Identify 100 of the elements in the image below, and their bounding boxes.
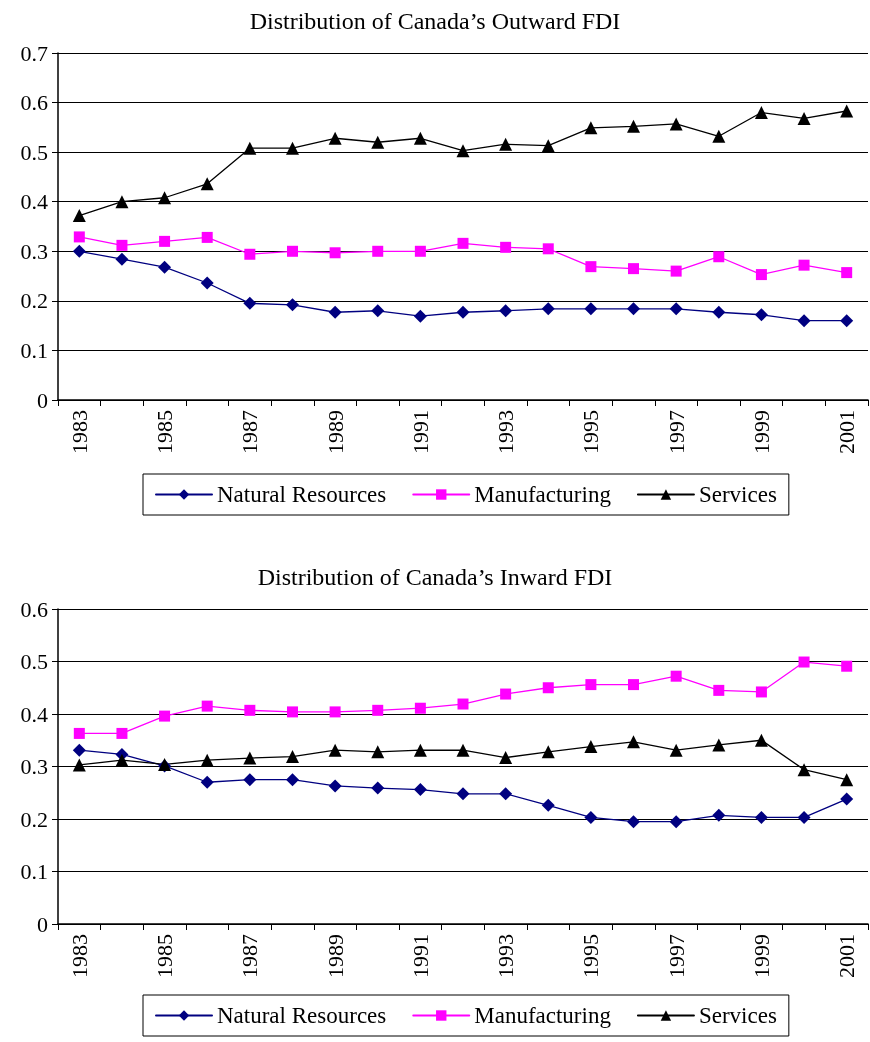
point: [456, 305, 470, 319]
x-tick-label: 1995: [578, 934, 604, 978]
point: [159, 710, 171, 722]
point: [499, 304, 513, 318]
point: [841, 267, 853, 279]
point: [456, 144, 470, 158]
point: [243, 773, 257, 787]
point: [712, 129, 726, 143]
point: [72, 209, 86, 223]
point: [328, 131, 342, 145]
point: [371, 745, 385, 759]
x-tick-label: 1993: [493, 410, 519, 454]
point: [413, 309, 427, 323]
point: [457, 698, 469, 710]
y-tick-label: 0.6: [20, 90, 48, 116]
x-tick-label: 1985: [152, 934, 178, 978]
point: [159, 235, 171, 247]
y-tick-label: 0.5: [20, 139, 48, 165]
x-tick-label: 1995: [578, 410, 604, 454]
point: [328, 305, 342, 319]
point: [116, 727, 128, 739]
point: [541, 302, 555, 316]
y-tick-label: 0.5: [20, 649, 48, 674]
legend-label: Natural Resources: [217, 482, 387, 507]
point: [73, 231, 85, 243]
point: [713, 684, 725, 696]
point: [755, 269, 767, 281]
point: [285, 773, 299, 787]
y-tick-label: 0.2: [20, 806, 48, 832]
y-tick-label: 0.3: [20, 754, 48, 779]
point: [414, 245, 426, 257]
point: [628, 263, 640, 275]
point: [243, 296, 257, 310]
legend-label: Manufacturing: [474, 1003, 612, 1028]
point: [797, 810, 811, 824]
point: [285, 298, 299, 312]
y-tick-label: 0: [37, 387, 48, 413]
point: [200, 276, 214, 290]
x-tick-label: 1989: [322, 934, 348, 978]
y-tick-label: 0.4: [20, 701, 48, 727]
point: [72, 244, 86, 258]
point: [286, 245, 298, 257]
point: [243, 751, 257, 765]
point: [669, 815, 683, 829]
point: [669, 743, 683, 757]
point: [499, 137, 513, 151]
y-tick-label: 0.2: [20, 288, 48, 314]
point: [200, 753, 214, 767]
x-tick-label: 1987: [237, 410, 263, 454]
y-tick-label: 0.7: [20, 40, 48, 66]
point: [500, 241, 512, 253]
legend-label: Manufacturing: [474, 482, 612, 507]
point: [670, 265, 682, 277]
point: [585, 261, 597, 273]
point: [413, 131, 427, 145]
point: [285, 141, 299, 155]
x-tick-label: 1999: [748, 410, 774, 454]
x-tick-label: 1987: [237, 934, 263, 978]
point: [329, 247, 341, 259]
x-tick-label: 1997: [663, 934, 689, 978]
point: [669, 302, 683, 316]
y-tick-label: 0.6: [20, 596, 48, 622]
point: [371, 135, 385, 149]
point: [158, 260, 172, 274]
point: [755, 686, 767, 698]
point: [372, 704, 384, 716]
point: [371, 304, 385, 318]
point: [797, 111, 811, 125]
point: [158, 191, 172, 205]
legend-label: Services: [698, 1003, 777, 1028]
y-tick-label: 0.3: [20, 238, 48, 264]
x-tick-label: 1997: [663, 410, 689, 454]
point: [797, 314, 811, 328]
point: [712, 305, 726, 319]
legend-label: Services: [698, 482, 777, 507]
point: [244, 248, 256, 260]
x-tick-label: 1991: [407, 934, 433, 978]
point: [285, 750, 299, 764]
point: [669, 117, 683, 131]
point: [456, 743, 470, 757]
point: [840, 773, 854, 787]
point: [499, 751, 513, 765]
point: [201, 700, 213, 712]
point: [115, 252, 129, 266]
point: [798, 656, 810, 668]
point: [286, 706, 298, 718]
point: [115, 195, 129, 209]
x-tick-label: 2001: [834, 934, 860, 978]
point: [627, 302, 641, 316]
point: [754, 308, 768, 322]
chart-title: Distribution of Canada’s Outward FDI: [249, 8, 621, 34]
point: [73, 727, 85, 739]
point: [328, 743, 342, 757]
point: [754, 105, 768, 119]
point: [200, 775, 214, 789]
point: [542, 682, 554, 694]
point: [584, 740, 598, 754]
point: [798, 259, 810, 271]
point: [797, 763, 811, 777]
x-tick-label: 1983: [66, 934, 92, 978]
